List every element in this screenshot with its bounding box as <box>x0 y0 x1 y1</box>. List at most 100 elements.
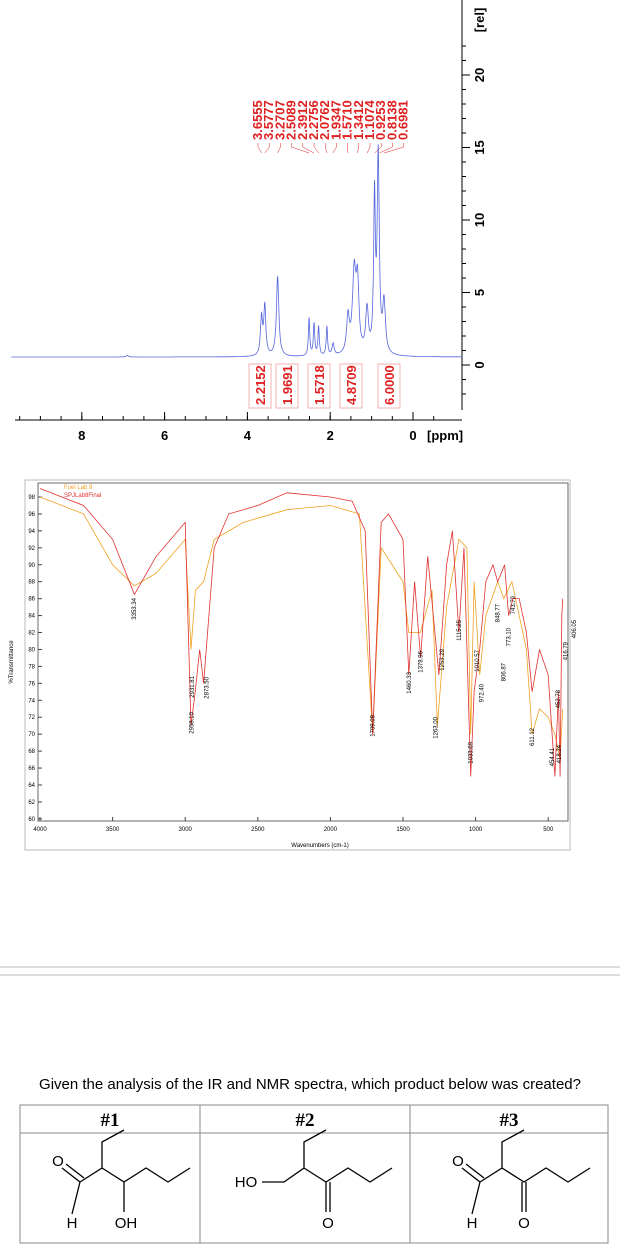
peak-label: 3.6555 <box>250 100 265 140</box>
x-tick-label: 0 <box>409 428 416 443</box>
peak-label: 2.5089 <box>284 100 299 140</box>
ir-y-tick-label: 62 <box>28 800 35 806</box>
y-tick-label: 5 <box>472 289 487 296</box>
x-tick-label: 4 <box>244 428 252 443</box>
peak-connector <box>332 143 337 154</box>
ir-y-tick-label: 80 <box>28 647 35 653</box>
nmr-spectrum <box>11 144 463 358</box>
ir-x-tick-label: 4000 <box>33 827 47 833</box>
integral-label: 1.5718 <box>312 365 327 405</box>
question: Given the analysis of the IR and NMR spe… <box>39 1076 581 1093</box>
structure-3 <box>461 1129 591 1215</box>
ir-peak-label: 418.24 <box>557 744 563 763</box>
ir-x-tick-label: 1000 <box>469 827 483 833</box>
peak-connector <box>302 143 315 154</box>
integral-label: 1.9691 <box>280 365 295 405</box>
answer-table <box>19 1104 609 1244</box>
peak-label: 2.3912 <box>295 100 310 140</box>
table-header: #1 <box>101 1110 120 1131</box>
atom-label: OH <box>115 1215 138 1232</box>
atom-label: HO <box>235 1174 258 1191</box>
ir-frame <box>24 479 571 851</box>
x-tick-label: 6 <box>161 428 168 443</box>
ir-peak-label: 2873.50 <box>205 676 211 698</box>
peak-label: 0.9253 <box>373 100 388 140</box>
peak-label: 0.8138 <box>384 100 399 140</box>
integral-box <box>339 363 363 409</box>
structures <box>61 1129 591 1215</box>
x-tick-label: 2 <box>327 428 334 443</box>
ir-y-tick-label: 94 <box>28 529 35 535</box>
peak-label: 1.3412 <box>351 100 366 140</box>
peak-connector <box>264 143 270 154</box>
ir-peak-label: 1460.33 <box>407 671 413 693</box>
x-tick-label: 8 <box>78 428 85 443</box>
integral-box <box>275 363 299 409</box>
ir-x-tick-label: 3000 <box>179 827 193 833</box>
ir-y-tick-label: 66 <box>28 766 35 772</box>
ir-y-tick-label: 72 <box>28 715 35 721</box>
ir-peak-label: 3353.34 <box>132 597 138 619</box>
structure-2 <box>262 1129 393 1212</box>
ir-y-tick-label: 86 <box>28 597 35 603</box>
peak-connector <box>384 143 404 154</box>
ir-peak-label: 1263.00 <box>433 716 439 738</box>
integral-box <box>248 363 272 409</box>
ir-peak-label: 743.79 <box>511 595 517 614</box>
peak-connector <box>366 143 371 154</box>
ir-peak-label: 1253.29 <box>440 648 446 670</box>
ir-plot-area <box>37 482 569 822</box>
peak-connector <box>374 143 382 154</box>
ir-peak-label: 416.79 <box>563 641 569 660</box>
ir-x-tick-label: 2500 <box>251 827 265 833</box>
peak-connector <box>313 143 319 154</box>
peak-label: 1.1074 <box>362 99 377 140</box>
ir-y-axis-label: %Transmittance <box>9 640 15 684</box>
atom-label: O <box>452 1153 464 1170</box>
ir-y-tick-label: 98 <box>28 495 35 501</box>
peak-label: 3.2707 <box>272 100 287 140</box>
y-axis-label: [rel] <box>472 8 487 33</box>
integral-label: 2.2152 <box>253 365 268 405</box>
integral-box <box>307 363 331 409</box>
integral-label: 4.8709 <box>344 365 359 405</box>
ir-y-tick-label: 60 <box>28 817 35 823</box>
ir-peak-label: 2958.10 <box>189 711 195 733</box>
atom-label: O <box>518 1215 530 1232</box>
ir-y-tick-label: 78 <box>28 664 35 670</box>
ir-y-tick-label: 74 <box>28 698 35 704</box>
atom-label: O <box>322 1215 334 1232</box>
ir-peak-label: 2931.81 <box>190 675 196 697</box>
ir-peak-label: 806.87 <box>502 662 508 681</box>
legend-entry: Fuel Lab 8 <box>64 485 93 491</box>
ir-peak-label: 454.41 <box>550 747 556 766</box>
legend-entry: SPJLab8Final <box>64 493 101 499</box>
ir-y-tick-label: 68 <box>28 749 35 755</box>
ir-spectrum-orange <box>39 496 564 760</box>
ir-y-tick-label: 82 <box>28 631 35 637</box>
atom-label: H <box>467 1215 478 1232</box>
ir-peak-label: 773.10 <box>507 627 513 646</box>
ir-peak-label: 406.05 <box>572 619 578 638</box>
ir-x-tick-label: 2000 <box>324 827 338 833</box>
table-header: #3 <box>500 1110 519 1131</box>
atom-label: H <box>67 1215 78 1232</box>
ir-peak-label: 1033.69 <box>469 741 475 763</box>
peak-connector <box>291 143 310 154</box>
peak-label: 2.0762 <box>317 100 332 140</box>
peak-connector <box>379 143 393 154</box>
ir-peak-label: 452.78 <box>556 689 562 708</box>
ir-x-tick-label: 1500 <box>396 827 410 833</box>
ir-x-tick-label: 500 <box>543 827 554 833</box>
peak-label: 1.5710 <box>340 100 355 140</box>
ir-peak-label: 1115.25 <box>457 619 463 640</box>
structure-1 <box>61 1129 191 1215</box>
table-header: #2 <box>296 1110 315 1131</box>
ir-peak-label: 1709.09 <box>371 714 377 736</box>
peak-label: 1.9347 <box>328 100 343 140</box>
ir-y-tick-label: 64 <box>28 783 35 789</box>
integral-label: 6.0000 <box>382 365 397 405</box>
ir-y-tick-label: 90 <box>28 563 35 569</box>
